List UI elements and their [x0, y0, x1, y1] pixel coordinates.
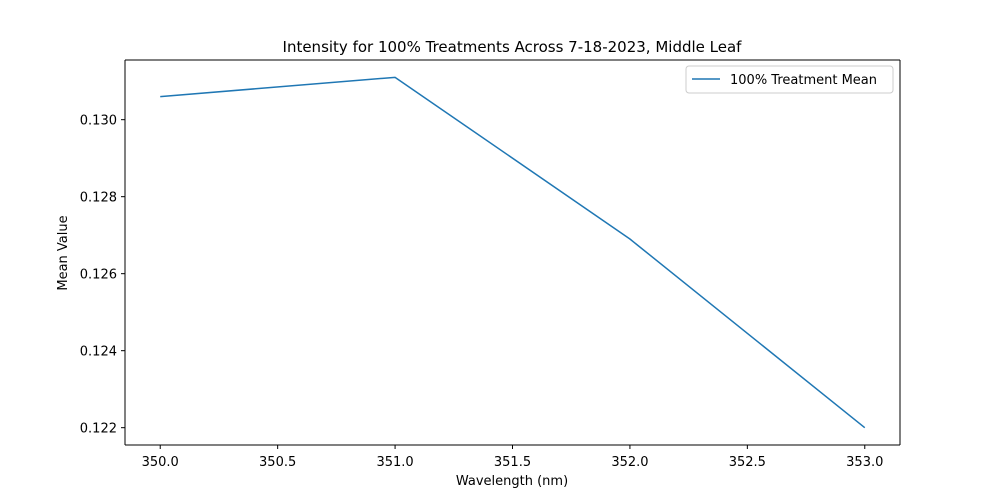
y-tick-label: 0.126: [80, 268, 117, 283]
x-tick-label: 352.0: [611, 455, 648, 470]
y-ticks: 0.122 0.124 0.126 0.128 0.130: [80, 114, 125, 437]
x-tick-label: 351.0: [376, 455, 413, 470]
x-ticks: 350.0 350.5 351.0 351.5 352.0 352.5 353.0: [142, 445, 883, 470]
y-tick-label: 0.124: [80, 345, 117, 360]
series-layer: [160, 76, 866, 429]
legend-box: [685, 65, 894, 94]
y-tick-label: 0.130: [80, 114, 117, 129]
chart-title: Intensity for 100% Treatments Across 7-1…: [283, 38, 743, 56]
y-axis-label: Mean Value: [56, 215, 71, 290]
x-tick-label: 351.5: [494, 455, 531, 470]
plot-area: [125, 60, 900, 445]
y-tick-label: 0.128: [80, 191, 117, 206]
x-tick-label: 350.0: [142, 455, 179, 470]
x-tick-label: 350.5: [259, 455, 296, 470]
legend: 100% Treatment Mean: [685, 65, 894, 94]
x-tick-label: 353.0: [846, 455, 883, 470]
x-axis-label: Wavelength (nm): [456, 474, 568, 489]
plot-background: [125, 60, 900, 445]
x-tick-label: 352.5: [729, 455, 766, 470]
series-line: [160, 76, 866, 429]
y-tick-label: 0.122: [80, 422, 117, 437]
legend-entry-label: 100% Treatment Mean: [730, 73, 877, 88]
